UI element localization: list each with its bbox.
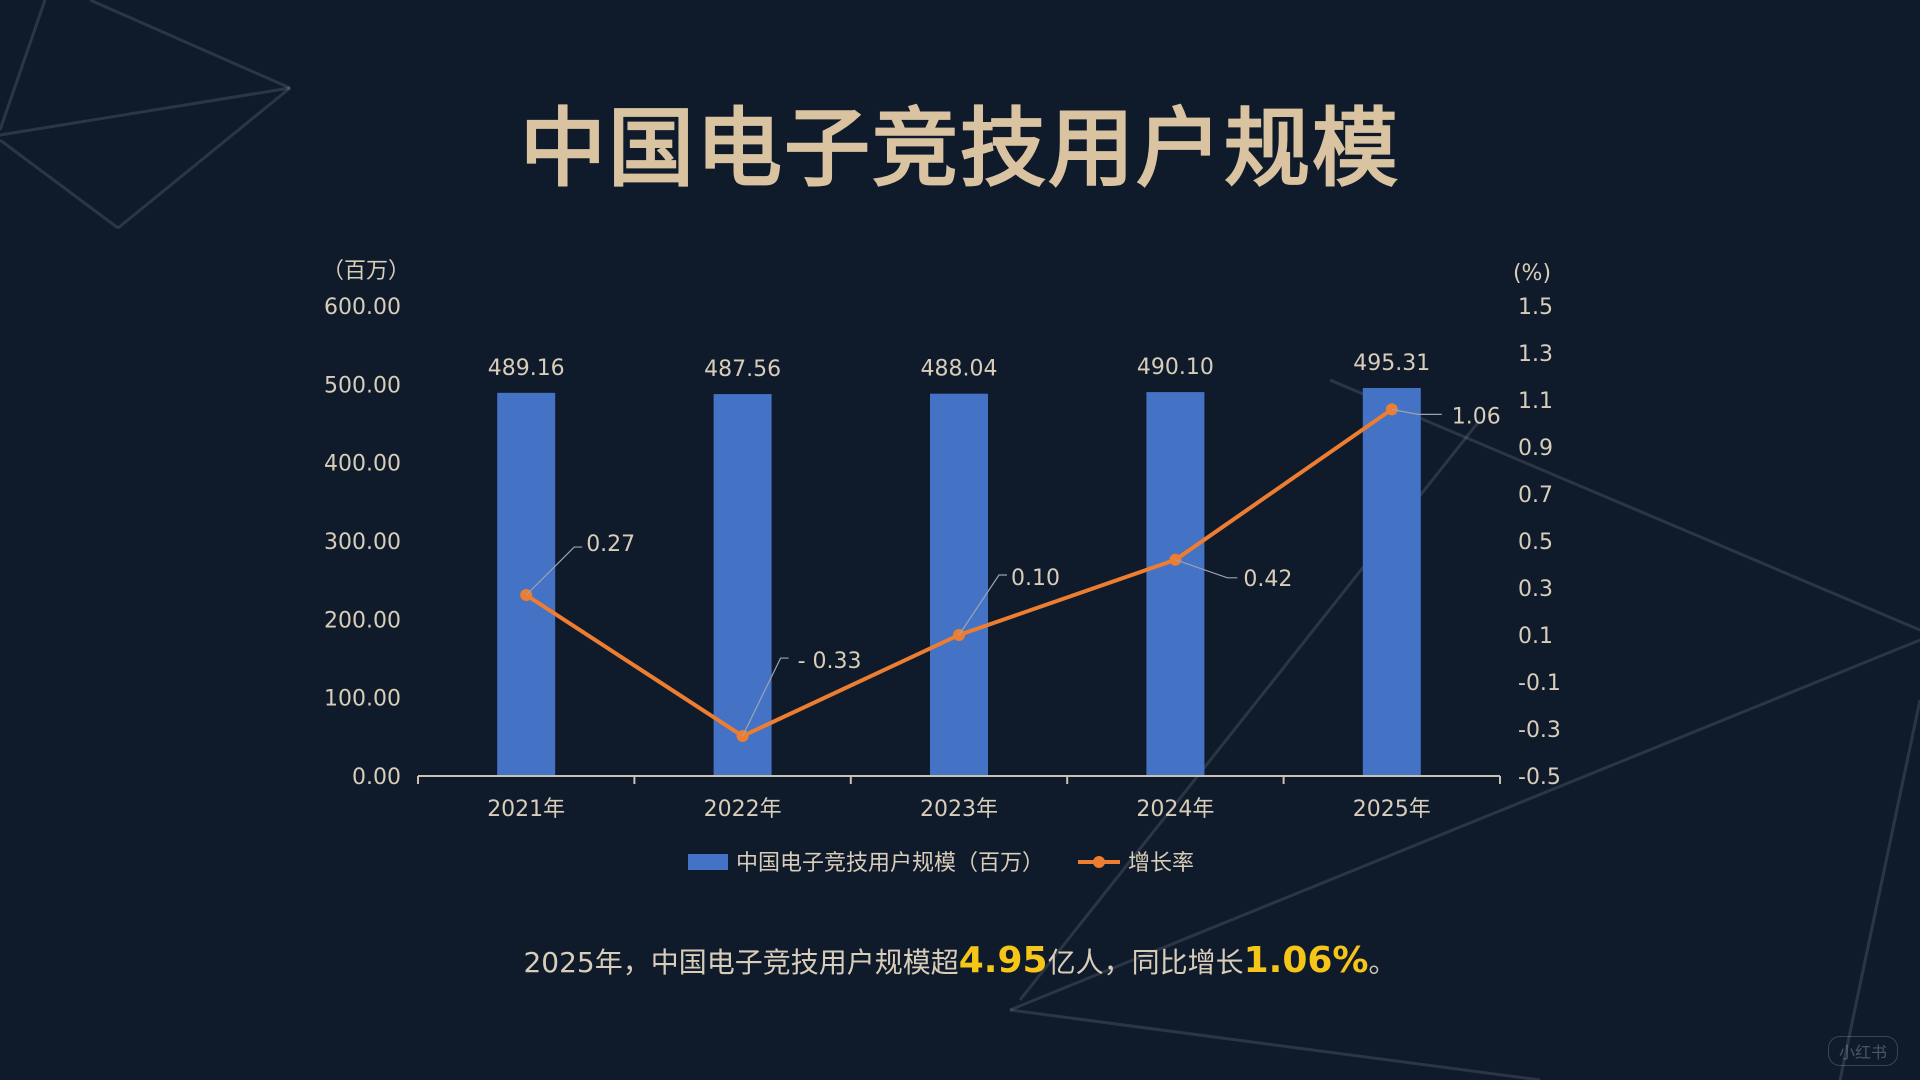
legend-label-line: 增长率 bbox=[1128, 851, 1194, 876]
x-axis-tick-label: 2025年 bbox=[1353, 797, 1431, 822]
growth-rate-label: 1.06 bbox=[1452, 404, 1501, 429]
right-axis-tick-label: 0.7 bbox=[1518, 483, 1553, 508]
growth-label-leader bbox=[525, 546, 583, 596]
right-axis-tick-label: -0.1 bbox=[1518, 671, 1561, 696]
growth-rate-label: - 0.33 bbox=[798, 649, 862, 674]
bar-value-label: 490.10 bbox=[1137, 355, 1214, 380]
legend-swatch-line-marker bbox=[1093, 856, 1105, 868]
right-axis-tick-label: 0.5 bbox=[1518, 530, 1553, 555]
right-axis-tick-label: 0.9 bbox=[1518, 436, 1553, 461]
summary-part-2: 亿人，同比增长 bbox=[1047, 946, 1244, 979]
bar bbox=[1146, 392, 1205, 776]
bar-value-label: 488.04 bbox=[921, 357, 998, 382]
right-axis-tick-label: -0.5 bbox=[1518, 765, 1561, 790]
growth-rate-label: 0.10 bbox=[1011, 566, 1060, 591]
summary-part-1: 2025年，中国电子竞技用户规模超 bbox=[523, 946, 959, 979]
legend-swatch-bar bbox=[688, 854, 728, 870]
x-axis-tick-label: 2022年 bbox=[704, 797, 782, 822]
left-axis-unit: （百万） bbox=[322, 259, 410, 284]
x-axis-tick-label: 2024年 bbox=[1136, 797, 1214, 822]
growth-label-leader bbox=[1175, 559, 1238, 579]
summary-text: 2025年，中国电子竞技用户规模超4.95亿人，同比增长1.06%。 bbox=[0, 940, 1920, 981]
left-axis-tick-label: 0.00 bbox=[352, 765, 401, 790]
summary-highlight-growth: 1.06% bbox=[1243, 940, 1369, 981]
watermark-logo: 小红书 bbox=[1827, 1036, 1898, 1066]
bar-value-label: 489.16 bbox=[488, 356, 565, 381]
x-axis-tick-label: 2023年 bbox=[920, 797, 998, 822]
bar-value-label: 487.56 bbox=[704, 357, 781, 382]
right-axis-tick-label: 0.3 bbox=[1518, 577, 1553, 602]
bar bbox=[497, 392, 556, 776]
growth-rate-label: 0.27 bbox=[586, 532, 635, 557]
page-title: 中国电子竞技用户规模 bbox=[520, 99, 1400, 199]
right-axis-tick-label: 1.3 bbox=[1518, 342, 1553, 367]
right-axis-tick-label: 1.5 bbox=[1518, 295, 1553, 320]
bar-value-label: 495.31 bbox=[1353, 351, 1430, 376]
right-axis-tick-label: 0.1 bbox=[1518, 624, 1553, 649]
bar bbox=[713, 394, 772, 776]
left-axis-tick-label: 500.00 bbox=[324, 373, 401, 398]
left-axis-tick-label: 300.00 bbox=[324, 530, 401, 555]
left-axis-tick-label: 400.00 bbox=[324, 452, 401, 477]
bar bbox=[1362, 388, 1421, 776]
legend-label-bar: 中国电子竞技用户规模（百万） bbox=[736, 851, 1044, 876]
bar bbox=[930, 393, 988, 776]
right-axis-unit: (%) bbox=[1513, 261, 1551, 286]
summary-highlight-users: 4.95 bbox=[958, 940, 1048, 981]
x-axis-tick-label: 2021年 bbox=[487, 797, 565, 822]
growth-rate-label: 0.42 bbox=[1243, 567, 1292, 592]
right-axis-tick-label: -0.3 bbox=[1518, 718, 1561, 743]
left-axis-tick-label: 100.00 bbox=[324, 687, 401, 712]
growth-label-leader bbox=[742, 657, 789, 737]
growth-label-leader bbox=[958, 574, 1007, 636]
right-axis-tick-label: 1.1 bbox=[1518, 389, 1553, 414]
summary-part-3: 。 bbox=[1368, 946, 1397, 979]
left-axis-tick-label: 200.00 bbox=[324, 608, 401, 633]
growth-label-leader bbox=[1391, 408, 1442, 415]
left-axis-tick-label: 600.00 bbox=[324, 295, 401, 320]
